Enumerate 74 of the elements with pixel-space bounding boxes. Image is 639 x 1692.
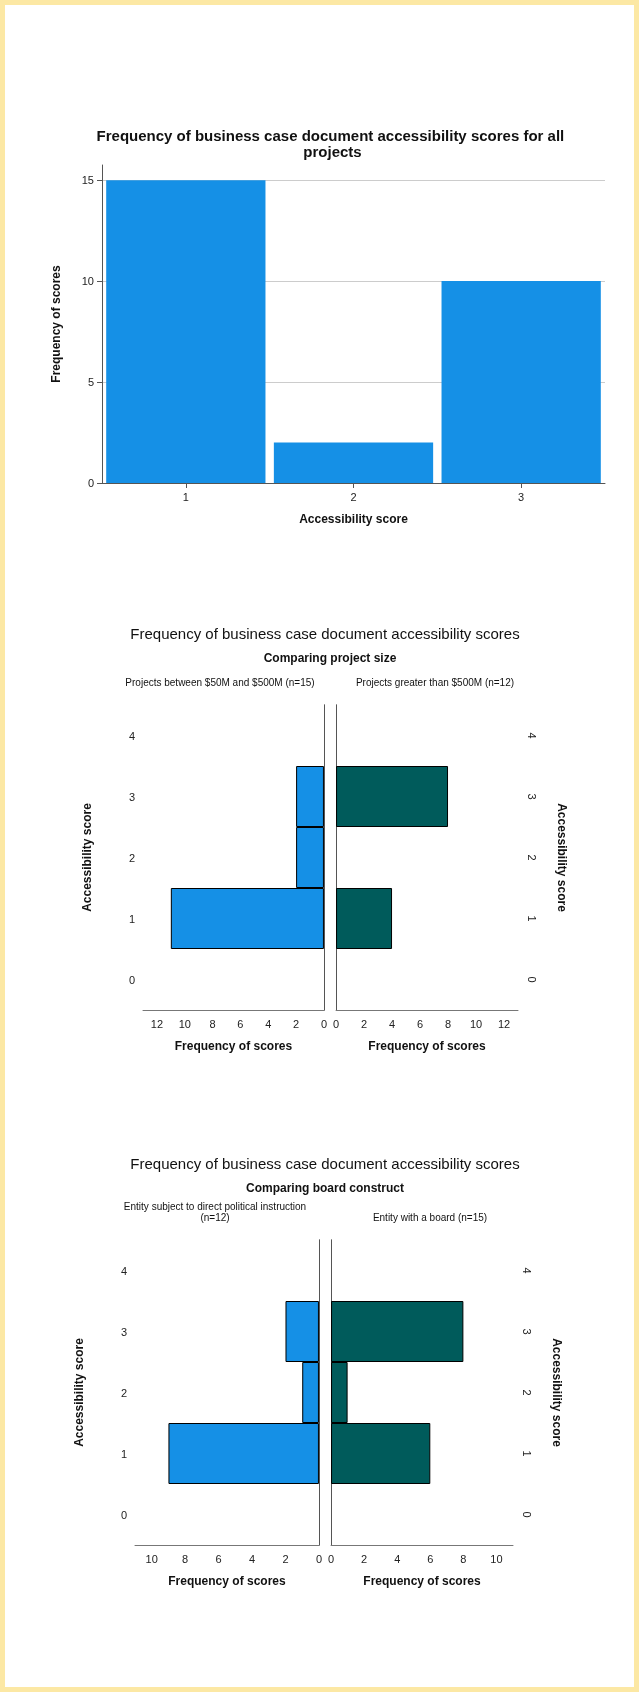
y-tick-label: 2 bbox=[520, 1389, 533, 1396]
y-tick-label: 1 bbox=[525, 915, 538, 922]
y-tick-label: 2 bbox=[120, 1386, 127, 1399]
y-tick-label: 0 bbox=[128, 973, 135, 986]
x-tick-label: 2 bbox=[293, 1017, 300, 1030]
y-tick-label: 3 bbox=[120, 1325, 127, 1338]
y-axis-title: Accessibility score bbox=[80, 802, 94, 912]
chart-title: Frequency of business case document accessibility scores bbox=[129, 1155, 521, 1172]
text: Entity subject to direct political instruction (n=12) bbox=[122, 1201, 308, 1223]
x-tick-label: 0 bbox=[333, 1017, 340, 1030]
y-tick-label: 0 bbox=[87, 477, 94, 489]
chart-subtitle: Comparing board construct bbox=[245, 1181, 405, 1195]
y-tick-label: 4 bbox=[525, 732, 538, 739]
y-tick-label: 2 bbox=[525, 854, 538, 861]
x-tick-label: 2 bbox=[360, 1017, 368, 1030]
chart-subtitle: Comparing project size bbox=[262, 651, 398, 665]
y-tick-label: 0 bbox=[120, 1508, 127, 1521]
x-tick-label: 10 bbox=[178, 1017, 191, 1030]
y-tick-label: 1 bbox=[120, 1447, 127, 1460]
y-tick-label: 3 bbox=[128, 790, 135, 803]
x-tick-label: 0 bbox=[328, 1552, 335, 1565]
x-tick-label: 8 bbox=[444, 1017, 452, 1030]
x-tick-label: 6 bbox=[416, 1017, 424, 1030]
x-tick-label: 4 bbox=[265, 1017, 272, 1030]
x-tick-label: 4 bbox=[248, 1552, 256, 1565]
bar bbox=[441, 281, 601, 483]
x-tick-label: 12 bbox=[150, 1017, 164, 1030]
y-tick-label: 3 bbox=[520, 1328, 533, 1335]
x-tick-label: 10 bbox=[490, 1552, 503, 1565]
x-tick-label: 2 bbox=[282, 1552, 289, 1565]
x-axis-title: Accessibility score bbox=[299, 512, 409, 526]
y-tick-label: 1 bbox=[520, 1450, 533, 1457]
y-axis-title: Frequency of scores bbox=[49, 264, 63, 383]
bar bbox=[106, 180, 266, 483]
y-tick-label: 0 bbox=[520, 1511, 533, 1518]
x-axis-title: Frequency of scores bbox=[174, 1039, 293, 1053]
y-tick-label: 4 bbox=[520, 1267, 533, 1274]
x-axis-title: Frequency of scores bbox=[168, 1574, 286, 1588]
x-axis-title: Frequency of scores bbox=[368, 1039, 487, 1053]
x-tick-label: 8 bbox=[182, 1552, 189, 1565]
y-axis-title: Accessibility score bbox=[555, 803, 569, 913]
chart-title: Frequency of business case document accessibility scores for all projects bbox=[96, 126, 569, 160]
x-axis-title: Frequency of scores bbox=[363, 1574, 482, 1588]
y-tick-label: 1 bbox=[128, 912, 135, 925]
y-axis-title: Accessibility score bbox=[550, 1338, 564, 1448]
x-tick-label: 10 bbox=[145, 1552, 158, 1565]
x-tick-label: 6 bbox=[237, 1017, 244, 1030]
y-tick-label: 4 bbox=[120, 1264, 127, 1277]
y-tick-label: 0 bbox=[525, 976, 538, 983]
text: Entity with a board (n=15) bbox=[371, 1212, 489, 1223]
y-axis-title: Accessibility score bbox=[72, 1337, 86, 1447]
x-tick-label: 6 bbox=[215, 1552, 222, 1565]
bar bbox=[273, 442, 434, 483]
x-tick-label: 12 bbox=[497, 1017, 511, 1030]
y-tick-label: 4 bbox=[128, 729, 135, 742]
y-tick-label: 2 bbox=[128, 851, 135, 864]
x-tick-label: 2 bbox=[361, 1552, 368, 1565]
x-tick-label: 8 bbox=[209, 1017, 216, 1030]
y-tick-label: 5 bbox=[87, 376, 94, 389]
x-tick-label: 6 bbox=[427, 1552, 434, 1565]
x-tick-label: 4 bbox=[394, 1552, 401, 1565]
x-tick-label: 2 bbox=[350, 490, 357, 503]
text: Projects between $50M and $500M (n=15) bbox=[125, 677, 315, 688]
x-tick-label: 1 bbox=[182, 490, 189, 503]
x-tick-label: 4 bbox=[388, 1017, 396, 1030]
x-tick-label: 0 bbox=[320, 1017, 327, 1030]
text: Projects greater than $500M (n=12) bbox=[354, 677, 516, 688]
y-tick-label: 3 bbox=[525, 793, 538, 800]
y-tick-label: 10 bbox=[81, 275, 94, 288]
x-tick-label: 10 bbox=[469, 1017, 483, 1030]
x-tick-label: 0 bbox=[315, 1552, 322, 1565]
chart-title: Frequency of business case document accessibility scores bbox=[129, 625, 521, 642]
x-tick-label: 8 bbox=[460, 1552, 467, 1565]
y-tick-label: 15 bbox=[81, 174, 94, 187]
